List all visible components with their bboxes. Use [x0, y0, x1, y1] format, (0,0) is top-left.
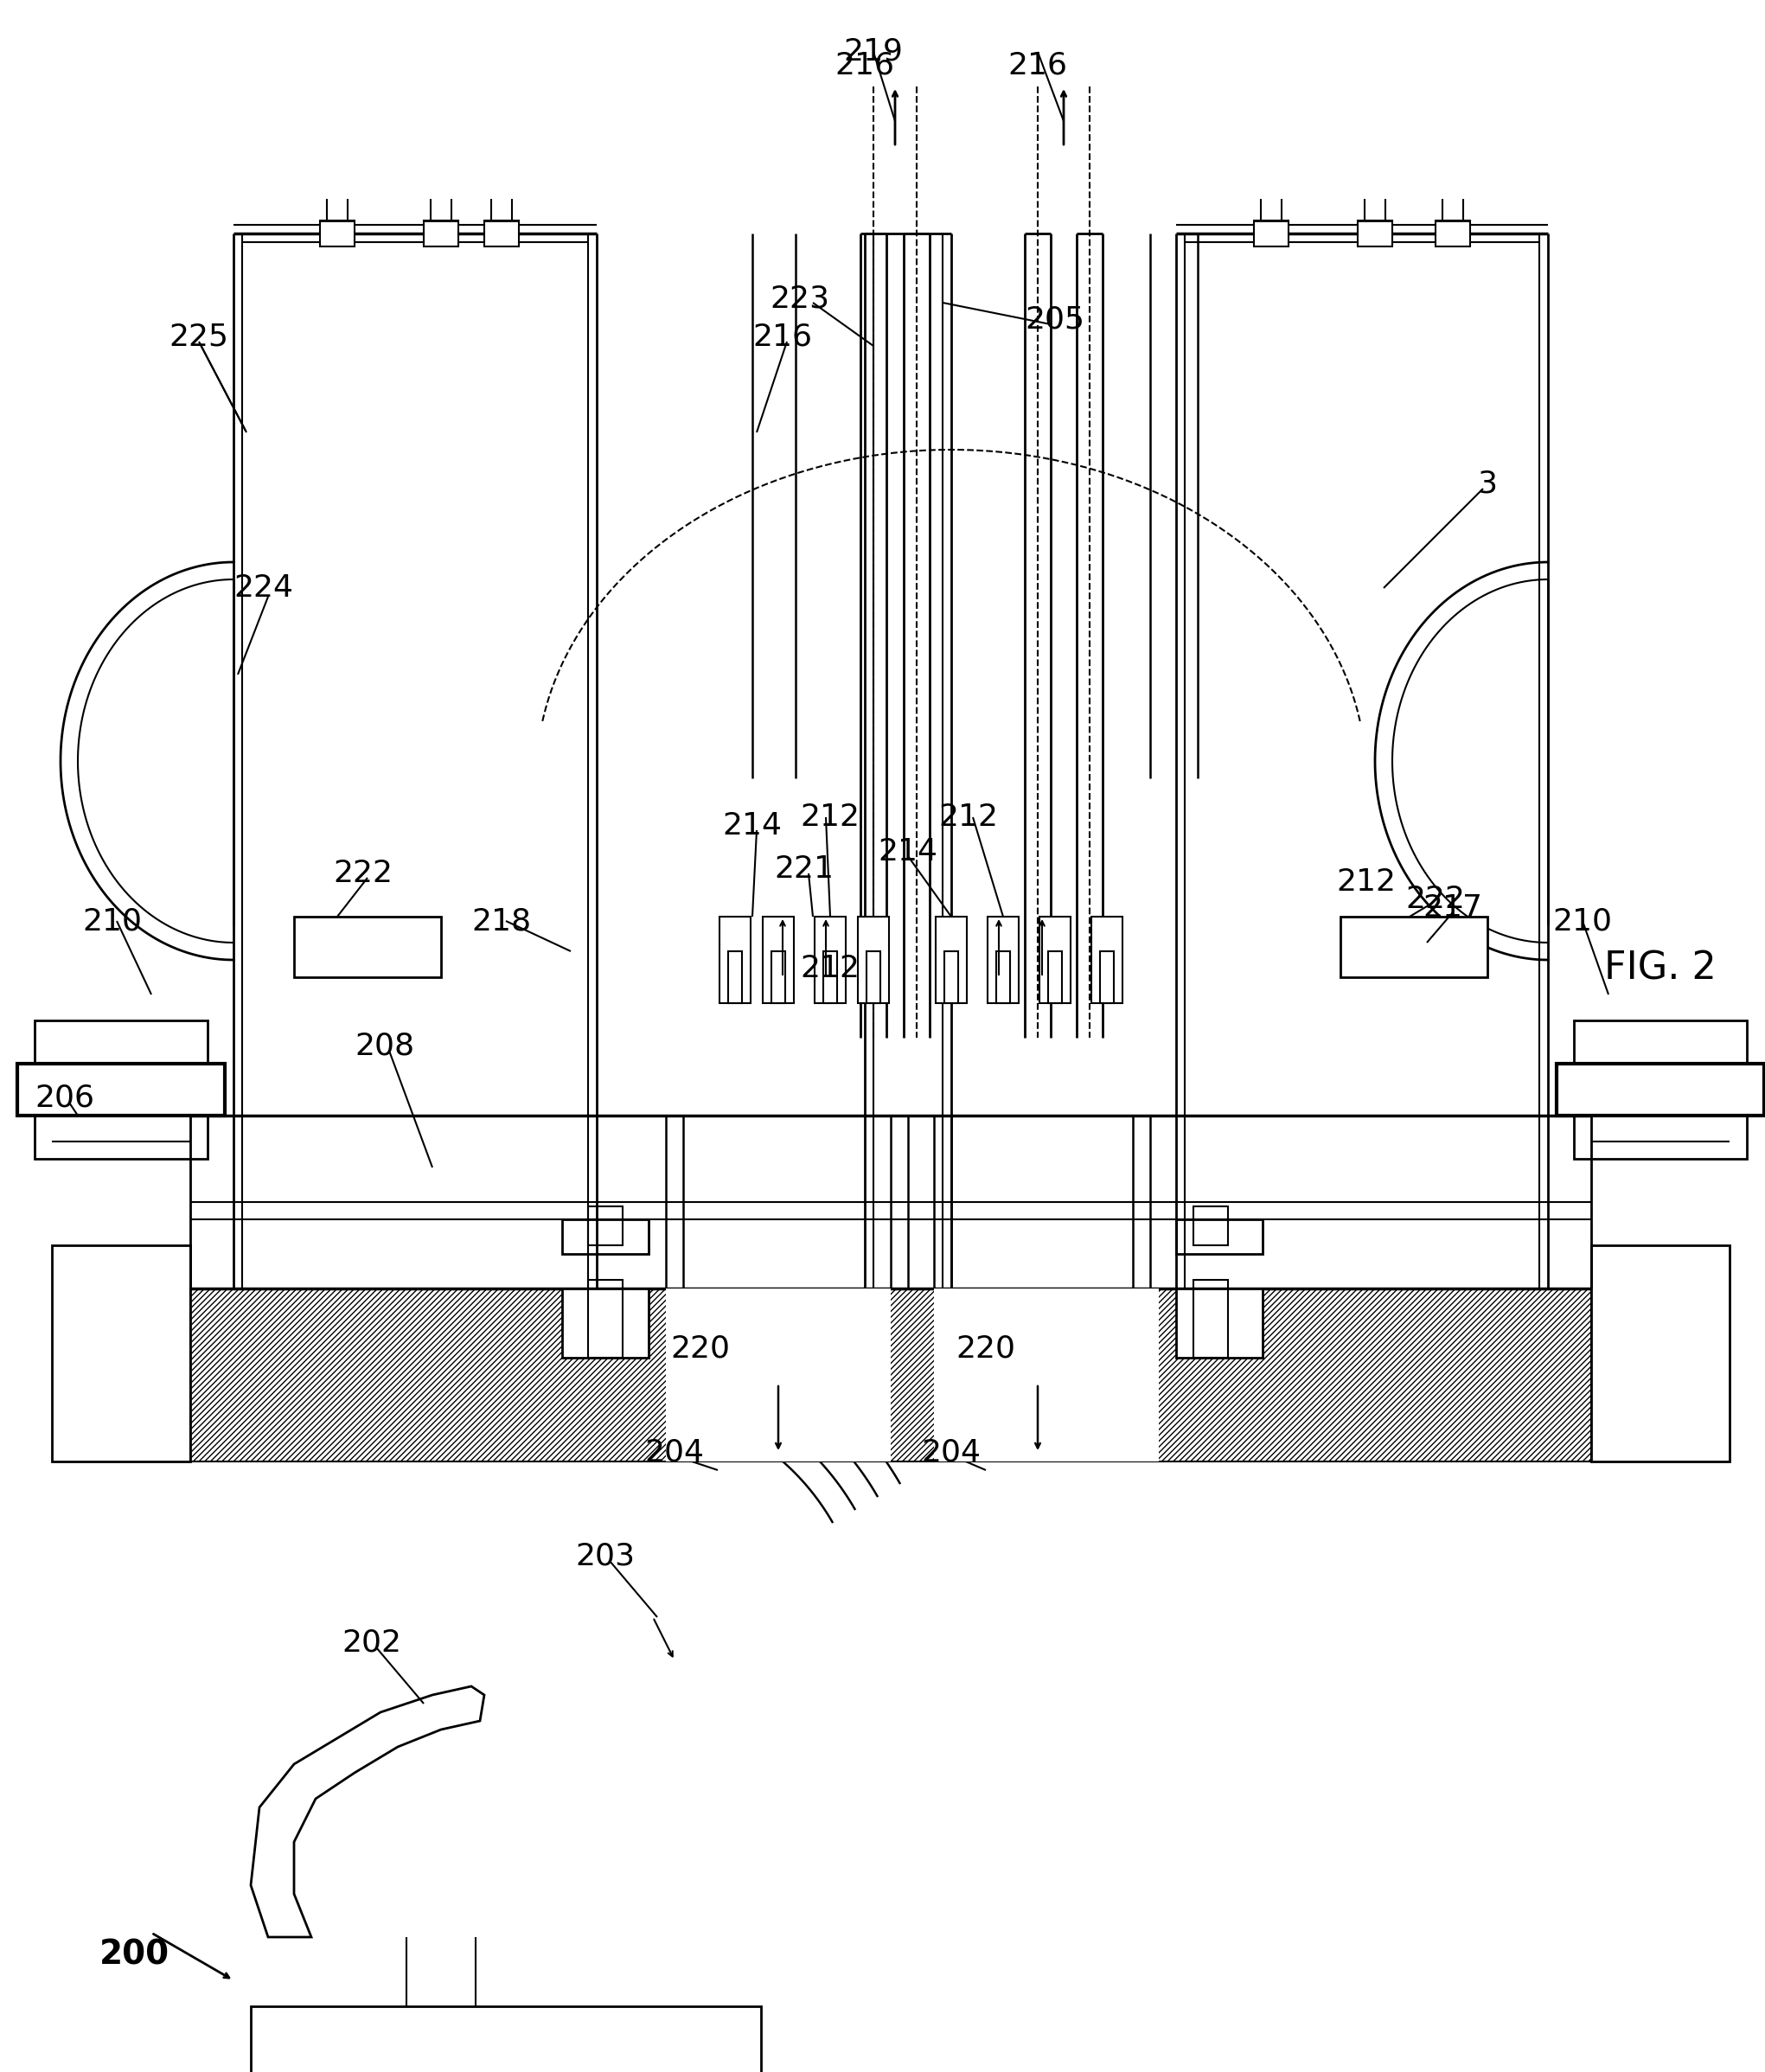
Text: 216: 216	[754, 323, 812, 352]
Bar	[720, 916, 750, 1003]
Bar	[588, 1206, 623, 1245]
Bar	[1592, 1245, 1730, 1461]
Bar	[1175, 1289, 1262, 1357]
Bar	[35, 1019, 208, 1063]
Bar	[561, 1289, 648, 1357]
Bar	[1357, 220, 1393, 247]
Text: 217: 217	[1423, 893, 1483, 922]
Bar	[995, 951, 1010, 1003]
Text: 203: 203	[575, 1542, 635, 1571]
Bar	[424, 220, 459, 247]
Bar	[858, 916, 890, 1003]
Bar	[944, 951, 958, 1003]
Text: 205: 205	[1025, 305, 1085, 336]
Bar	[762, 916, 794, 1003]
Bar	[815, 916, 845, 1003]
Text: 216: 216	[835, 50, 895, 79]
Text: 212: 212	[1336, 868, 1396, 897]
Text: 208: 208	[355, 1032, 415, 1061]
Bar	[1100, 951, 1114, 1003]
Text: 3: 3	[1477, 470, 1497, 499]
Text: 212: 212	[800, 802, 860, 833]
Text: 214: 214	[722, 810, 782, 841]
Text: 219: 219	[844, 37, 904, 66]
Text: 204: 204	[644, 1438, 704, 1467]
Bar	[251, 2006, 761, 2072]
Bar	[1193, 1280, 1228, 1357]
Bar	[18, 1063, 224, 1115]
Text: 212: 212	[939, 802, 999, 833]
Bar	[1048, 951, 1063, 1003]
Bar	[1435, 220, 1470, 247]
Bar	[935, 916, 967, 1003]
Text: 210: 210	[1553, 905, 1613, 937]
Bar	[1574, 1019, 1747, 1063]
Text: 206: 206	[35, 1084, 95, 1113]
Bar	[1040, 916, 1071, 1003]
Text: 210: 210	[83, 905, 143, 937]
Text: 225: 225	[169, 323, 229, 352]
Bar	[35, 1115, 208, 1158]
Text: 220: 220	[671, 1334, 731, 1363]
Text: 214: 214	[879, 837, 937, 866]
Text: 221: 221	[775, 854, 835, 885]
Bar	[867, 951, 881, 1003]
Bar	[1340, 916, 1488, 978]
Bar	[1574, 1115, 1747, 1158]
Bar	[822, 951, 837, 1003]
Bar	[51, 1245, 191, 1461]
Text: 202: 202	[342, 1629, 402, 1658]
Bar	[1557, 1063, 1765, 1115]
Bar	[191, 1289, 1592, 1461]
Bar	[319, 220, 355, 247]
Text: 200: 200	[99, 1937, 169, 1970]
Text: FIG. 2: FIG. 2	[1604, 949, 1717, 986]
Text: 204: 204	[921, 1438, 981, 1467]
Text: 223: 223	[770, 284, 830, 313]
Bar	[1175, 1218, 1262, 1254]
Text: 222: 222	[1405, 885, 1465, 914]
Bar	[988, 916, 1018, 1003]
Bar	[561, 1218, 648, 1254]
Bar	[1091, 916, 1123, 1003]
Text: 220: 220	[957, 1334, 1015, 1363]
Bar	[934, 1289, 1160, 1461]
Bar	[771, 951, 785, 1003]
Bar	[1193, 1206, 1228, 1245]
Bar	[729, 951, 741, 1003]
Text: 218: 218	[471, 905, 531, 937]
Bar	[665, 1289, 891, 1461]
Bar	[484, 220, 519, 247]
Text: 224: 224	[235, 574, 293, 603]
Bar	[1253, 220, 1288, 247]
Text: 212: 212	[800, 953, 860, 984]
Bar	[588, 1280, 623, 1357]
Bar	[295, 916, 441, 978]
Text: 216: 216	[1008, 50, 1068, 79]
Text: 222: 222	[334, 858, 394, 889]
